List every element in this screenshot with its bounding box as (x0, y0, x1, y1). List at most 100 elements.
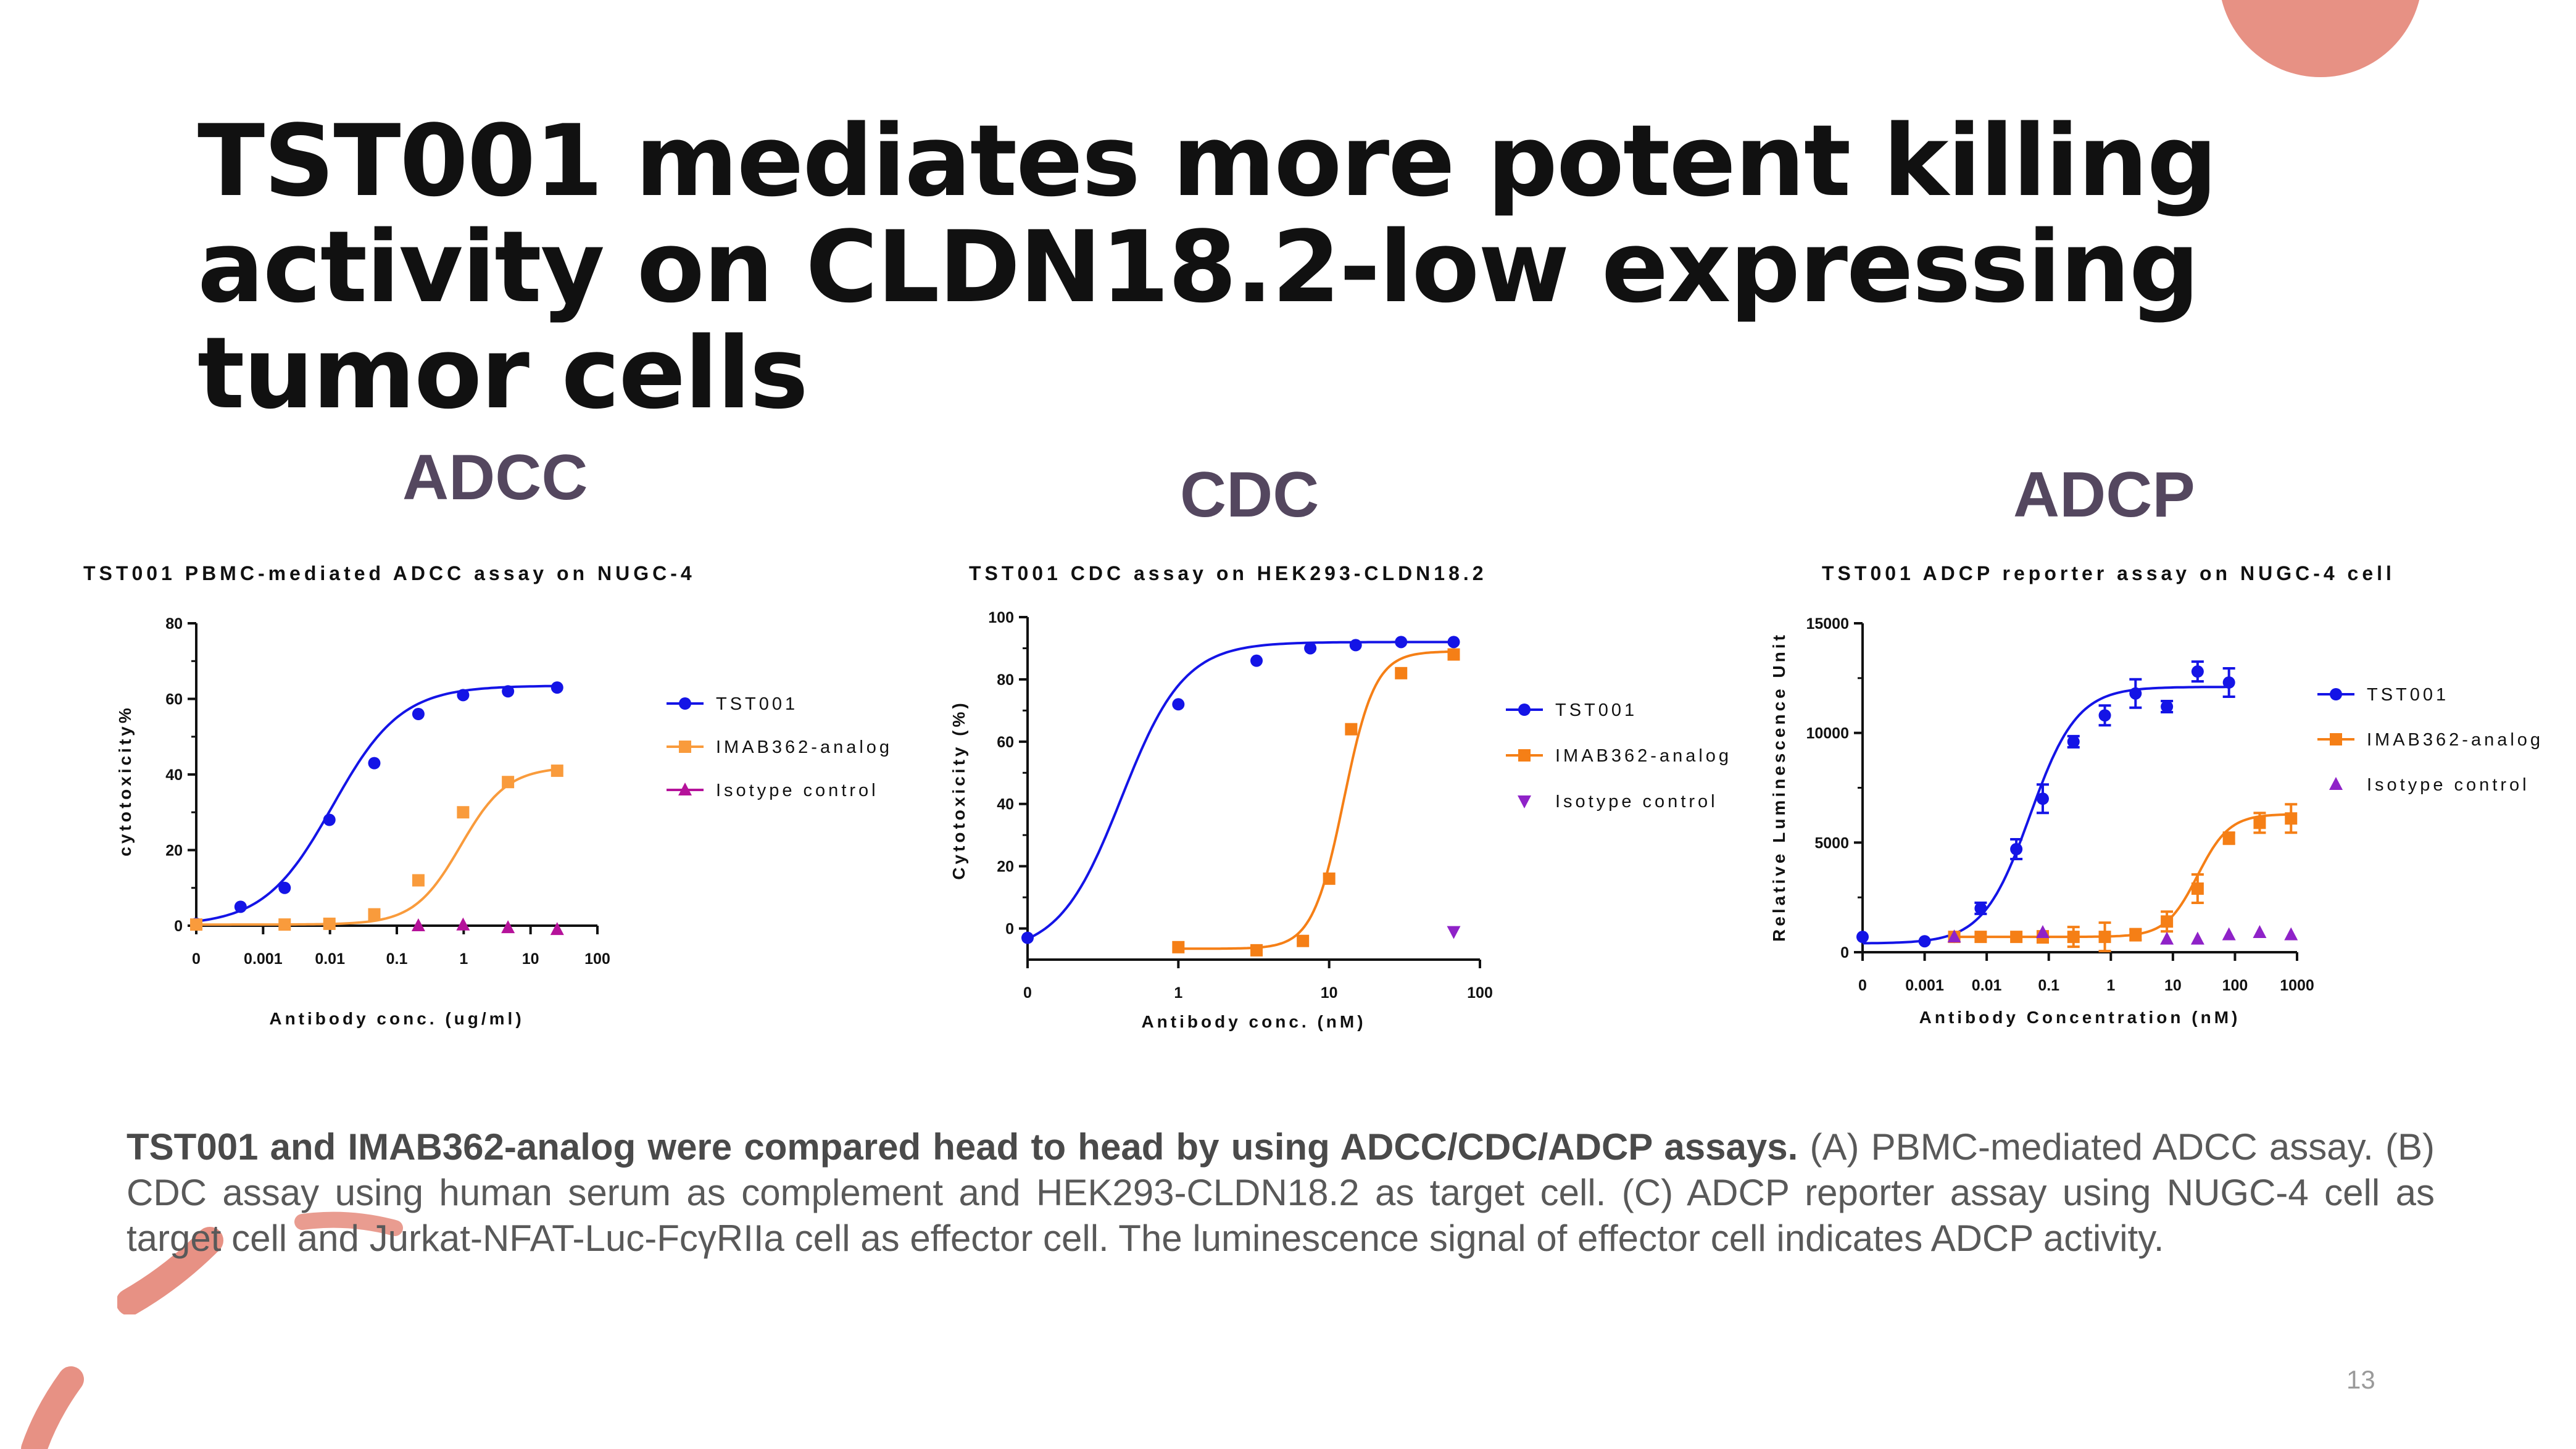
chart-title: TST001 ADCP reporter assay on NUGC-4 cel… (1822, 562, 2395, 584)
legend-label: Isotype control (716, 781, 879, 800)
data-point (1021, 931, 1034, 944)
data-point (1323, 872, 1336, 885)
x-tick-label: 0.001 (1905, 977, 1944, 994)
x-tick-label: 0.1 (2038, 977, 2059, 994)
y-tick-label: 40 (165, 766, 183, 784)
series-isotype-control: Isotype control (1947, 775, 2530, 945)
y-tick-label: 80 (165, 615, 183, 633)
legend-label: Isotype control (2367, 775, 2530, 795)
legend-label: TST001 (1555, 700, 1637, 720)
data-point (412, 708, 425, 720)
chart-1: TST001 CDC assay on HEK293-CLDN18.2 0 20 40… (949, 562, 1732, 1031)
legend-label: IMAB362-analog (2367, 730, 2543, 750)
legend-marker (679, 697, 691, 710)
series-isotype-control: Isotype control (411, 781, 879, 936)
x-tick-label: 0 (1858, 977, 1867, 994)
decorative-brush-stroke-bottom (21, 1366, 84, 1449)
legend-marker (678, 783, 692, 795)
y-tick-label: 60 (997, 734, 1014, 751)
data-point (2161, 915, 2174, 928)
chart-2: TST001 ADCP reporter assay on NUGC-4 cel… (1769, 562, 2543, 1027)
x-tick-label: 100 (584, 950, 610, 968)
fit-curve (1178, 650, 1454, 950)
data-point (2010, 931, 2023, 944)
legend-label: IMAB362-analog (716, 737, 892, 757)
data-point (1250, 944, 1263, 957)
data-point (1172, 940, 1185, 953)
legend-marker (679, 741, 691, 753)
y-axis-label: Relative Luminescence Unit (1769, 632, 1789, 942)
data-point (412, 874, 425, 887)
figure-caption: TST001 and IMAB362-analog were compared … (127, 1124, 2435, 1261)
data-point (457, 806, 470, 819)
data-point (2285, 812, 2298, 825)
y-tick-label: 5000 (1814, 834, 1849, 852)
data-point (1349, 639, 1362, 652)
fit-curve (1027, 641, 1454, 940)
data-point (323, 813, 336, 826)
data-point (2284, 927, 2298, 940)
y-tick-label: 0 (1840, 944, 1849, 961)
decorative-brush-stroke (117, 1227, 223, 1314)
series-tst001: TST001 (1856, 660, 2449, 948)
series-imab362-analog: IMAB362-analog (190, 737, 892, 931)
data-point (278, 881, 291, 894)
data-point (1947, 929, 1961, 943)
chart-0: TST001 PBMC-mediated ADCC assay on NUGC-… (83, 562, 892, 1028)
data-point (456, 917, 470, 931)
x-axis-label: Antibody conc. (nM) (1141, 1012, 1366, 1031)
data-point (2190, 931, 2204, 945)
y-tick-label: 0 (1005, 921, 1014, 938)
data-point (1974, 931, 1987, 944)
x-axis-label: Antibody Concentration (nM) (1919, 1008, 2241, 1027)
data-point (502, 685, 515, 698)
data-point (457, 689, 470, 702)
x-tick-label: 100 (1467, 984, 1493, 1002)
y-tick-label: 40 (997, 796, 1014, 813)
x-tick-label: 0.01 (1972, 977, 2002, 994)
y-tick-label: 80 (997, 671, 1014, 689)
data-point (368, 757, 381, 770)
panel-heading-adcc: ADCC (402, 442, 588, 513)
series-tst001: TST001 (1021, 636, 1637, 944)
data-point (2036, 792, 2049, 805)
x-tick-label: 100 (2222, 977, 2248, 994)
data-point (550, 922, 564, 936)
data-point (1395, 636, 1408, 649)
series-isotype-control: Isotype control (1447, 792, 1715, 939)
data-point (2253, 925, 2267, 939)
data-point (2098, 709, 2111, 722)
data-point (2222, 832, 2235, 845)
data-point (1447, 926, 1461, 939)
data-point (2129, 928, 2142, 941)
x-tick-label: 1 (2106, 977, 2115, 994)
data-point (278, 918, 291, 931)
data-point (1918, 935, 1931, 948)
y-tick-label: 10000 (1806, 725, 1849, 742)
data-point (551, 764, 563, 777)
legend-marker (1518, 795, 1531, 808)
x-axis-label: Antibody conc. (ug/ml) (269, 1009, 524, 1028)
y-axis-label: Cytotoxicity (%) (949, 700, 968, 880)
series-tst001: TST001 (190, 681, 798, 930)
data-point (2160, 931, 2174, 945)
data-point (1447, 648, 1460, 661)
x-tick-label: 1 (459, 950, 468, 968)
data-point (1856, 931, 1869, 944)
legend-label: IMAB362-analog (1555, 746, 1732, 766)
legend-marker (2330, 733, 2342, 745)
y-tick-label: 60 (165, 691, 183, 708)
data-point (2191, 882, 2204, 895)
fit-curve (196, 684, 557, 923)
data-point (234, 900, 247, 913)
data-point (190, 918, 202, 931)
x-tick-label: 0 (192, 950, 201, 968)
series-imab362-analog: IMAB362-analog (1172, 648, 1732, 957)
legend-marker (1518, 749, 1531, 762)
data-point (1250, 654, 1263, 667)
x-tick-label: 1 (1174, 984, 1182, 1002)
data-point (2253, 816, 2266, 829)
legend-label: TST001 (2367, 685, 2449, 705)
legend-label: TST001 (716, 694, 798, 714)
